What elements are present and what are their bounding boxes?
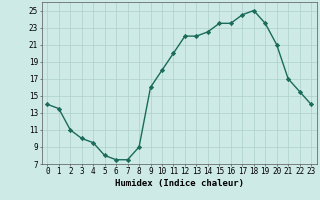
X-axis label: Humidex (Indice chaleur): Humidex (Indice chaleur) [115,179,244,188]
